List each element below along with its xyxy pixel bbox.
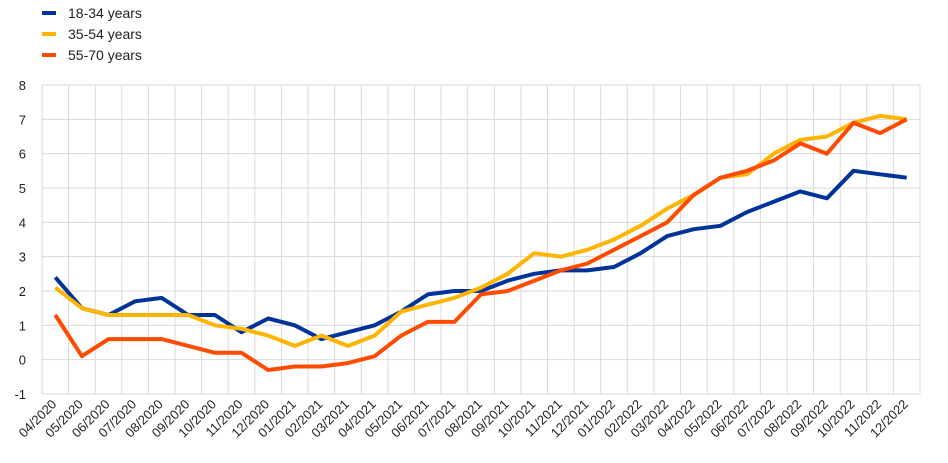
legend-item-35-54: 35-54 years bbox=[42, 23, 142, 44]
legend: 18-34 years 35-54 years 55-70 years bbox=[42, 2, 142, 65]
series-line-3 bbox=[53, 117, 908, 372]
series-lines bbox=[53, 113, 908, 372]
y-tick-label: 7 bbox=[19, 112, 26, 127]
y-axis: -1 0 1 2 3 4 5 6 7 8 bbox=[14, 78, 26, 402]
legend-swatch-18-34 bbox=[42, 10, 56, 15]
legend-item-55-70: 55-70 years bbox=[42, 44, 142, 65]
legend-item-18-34: 18-34 years bbox=[42, 2, 142, 23]
legend-label-18-34: 18-34 years bbox=[68, 4, 142, 21]
y-tick-label: 8 bbox=[19, 78, 26, 93]
y-tick-label: -1 bbox=[14, 387, 26, 402]
y-tick-label: 6 bbox=[19, 147, 26, 162]
series-line-1 bbox=[53, 168, 907, 342]
legend-label-35-54: 35-54 years bbox=[68, 25, 142, 42]
legend-swatch-35-54 bbox=[42, 31, 56, 36]
x-axis: 04/202005/202006/202007/202008/202009/20… bbox=[16, 397, 911, 441]
y-tick-label: 5 bbox=[19, 181, 26, 196]
series-line-2 bbox=[54, 113, 907, 348]
y-tick-label: 3 bbox=[19, 250, 26, 265]
y-tick-label: 0 bbox=[19, 353, 26, 368]
legend-swatch-55-70 bbox=[42, 52, 56, 57]
grid bbox=[41, 84, 921, 395]
legend-label-55-70: 55-70 years bbox=[68, 46, 142, 63]
y-tick-label: 1 bbox=[19, 318, 26, 333]
y-tick-label: 2 bbox=[19, 284, 26, 299]
y-tick-label: 4 bbox=[19, 215, 26, 230]
